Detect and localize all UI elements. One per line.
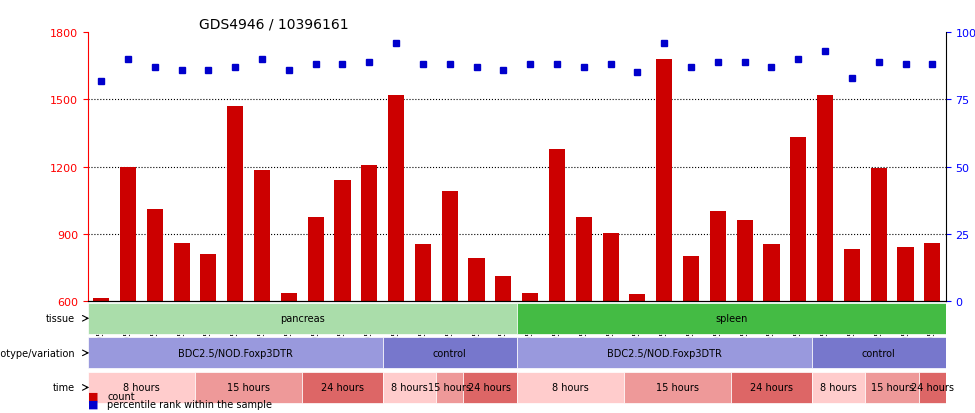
Bar bbox=[575, 218, 592, 301]
Bar bbox=[603, 233, 619, 301]
Bar bbox=[871, 168, 887, 301]
Bar bbox=[281, 294, 296, 301]
Text: 8 hours: 8 hours bbox=[820, 382, 857, 392]
Text: pancreas: pancreas bbox=[280, 313, 325, 323]
Bar bbox=[227, 107, 244, 301]
Text: 8 hours: 8 hours bbox=[391, 382, 428, 392]
Text: percentile rank within the sample: percentile rank within the sample bbox=[107, 399, 272, 409]
Bar bbox=[897, 248, 914, 301]
Text: spleen: spleen bbox=[715, 313, 748, 323]
Text: 15 hours: 15 hours bbox=[871, 382, 914, 392]
Text: ■: ■ bbox=[88, 391, 98, 401]
Bar bbox=[517, 303, 946, 334]
Text: control: control bbox=[433, 348, 467, 358]
Text: 24 hours: 24 hours bbox=[911, 382, 954, 392]
Text: BDC2.5/NOD.Foxp3DTR: BDC2.5/NOD.Foxp3DTR bbox=[177, 348, 292, 358]
Bar bbox=[442, 192, 457, 301]
Bar bbox=[517, 372, 624, 403]
Bar bbox=[468, 259, 485, 301]
Bar bbox=[924, 243, 940, 301]
Text: 24 hours: 24 hours bbox=[750, 382, 793, 392]
Bar bbox=[811, 372, 866, 403]
Text: 24 hours: 24 hours bbox=[468, 382, 512, 392]
Bar bbox=[254, 171, 270, 301]
Bar bbox=[174, 243, 189, 301]
Bar bbox=[630, 294, 645, 301]
Bar bbox=[495, 277, 511, 301]
Bar bbox=[308, 218, 324, 301]
Bar bbox=[88, 372, 195, 403]
Bar bbox=[811, 337, 946, 368]
Text: GDS4946 / 10396161: GDS4946 / 10396161 bbox=[199, 18, 349, 32]
Bar bbox=[790, 138, 806, 301]
Text: 8 hours: 8 hours bbox=[552, 382, 589, 392]
Bar bbox=[737, 221, 753, 301]
Text: 24 hours: 24 hours bbox=[321, 382, 364, 392]
Bar bbox=[682, 256, 699, 301]
Bar bbox=[624, 372, 731, 403]
Bar bbox=[656, 60, 673, 301]
Text: 15 hours: 15 hours bbox=[227, 382, 270, 392]
Bar bbox=[147, 210, 163, 301]
Bar bbox=[382, 337, 517, 368]
Bar bbox=[918, 372, 946, 403]
Bar bbox=[437, 372, 463, 403]
Text: 15 hours: 15 hours bbox=[656, 382, 699, 392]
Bar bbox=[866, 372, 918, 403]
Bar bbox=[361, 166, 377, 301]
Bar bbox=[195, 372, 302, 403]
Text: 8 hours: 8 hours bbox=[123, 382, 160, 392]
Bar bbox=[302, 372, 382, 403]
Bar bbox=[201, 254, 216, 301]
Bar bbox=[523, 294, 538, 301]
Bar bbox=[388, 96, 404, 301]
Bar bbox=[731, 372, 811, 403]
Bar bbox=[463, 372, 517, 403]
Text: BDC2.5/NOD.Foxp3DTR: BDC2.5/NOD.Foxp3DTR bbox=[606, 348, 722, 358]
Text: genotype/variation: genotype/variation bbox=[0, 348, 75, 358]
Text: 15 hours: 15 hours bbox=[428, 382, 471, 392]
Bar bbox=[817, 96, 833, 301]
Bar bbox=[710, 212, 725, 301]
Bar bbox=[414, 244, 431, 301]
Bar bbox=[382, 372, 437, 403]
Text: ■: ■ bbox=[88, 399, 98, 409]
Bar bbox=[94, 298, 109, 301]
Text: count: count bbox=[107, 391, 135, 401]
Bar bbox=[549, 149, 566, 301]
Text: control: control bbox=[862, 348, 896, 358]
Bar bbox=[334, 180, 350, 301]
Text: time: time bbox=[53, 382, 75, 392]
Bar bbox=[763, 244, 780, 301]
Bar bbox=[88, 303, 517, 334]
Bar bbox=[88, 337, 382, 368]
Text: tissue: tissue bbox=[46, 313, 75, 323]
Bar bbox=[843, 250, 860, 301]
Bar bbox=[120, 167, 136, 301]
Bar bbox=[517, 337, 811, 368]
